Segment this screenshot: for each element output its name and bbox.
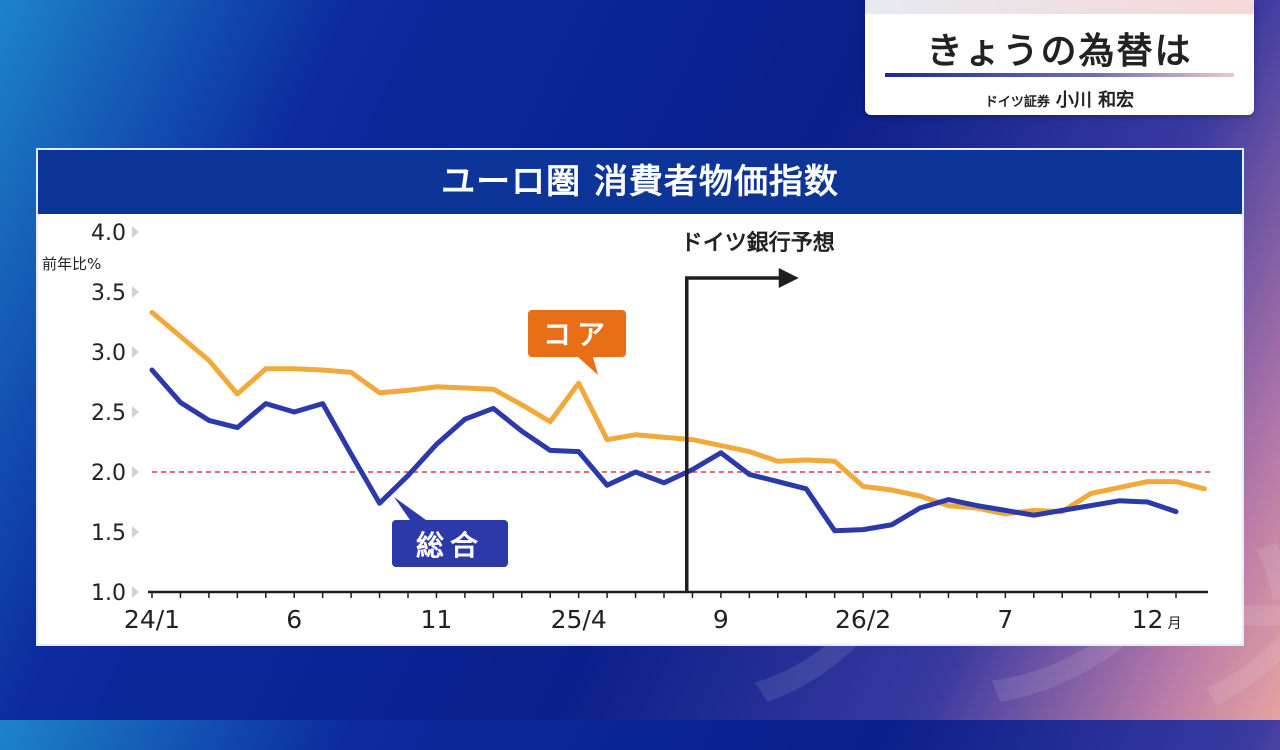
y-tick-marker — [132, 526, 139, 538]
y-tick-marker — [132, 286, 139, 298]
y-tick-marker — [132, 406, 139, 418]
y-tick-marker — [132, 226, 139, 238]
y-tick-label: 4.0 — [91, 221, 126, 246]
line-chart: 1.0 1.5 2.0 2.5 3.0 3.5 4.0 前年比% 24/1 6 11 25/4 9 26/… — [42, 221, 1213, 634]
y-tick-marker — [132, 586, 139, 598]
series-line-core — [149, 309, 1207, 517]
forecast-arrow-head — [778, 268, 799, 288]
x-unit-label: 月 — [1168, 616, 1182, 632]
forecast-start-line — [685, 276, 782, 592]
x-tick-label: 25/4 — [551, 605, 607, 634]
presenter-credit: ドイツ証券 小川 和宏 — [865, 86, 1254, 112]
forecast-label: ドイツ銀行予想 — [681, 230, 835, 256]
program-title: きょうの為替は — [926, 31, 1193, 72]
x-tick-label: 6 — [286, 605, 302, 634]
headline-label-box — [392, 520, 508, 567]
core-label-pointer — [578, 357, 598, 375]
x-tick-label: 9 — [713, 605, 729, 634]
x-tick-label: 11 — [421, 605, 453, 634]
y-tick-label: 2.5 — [91, 401, 126, 426]
y-tick-marker — [132, 466, 139, 478]
y-tick-label: 3.0 — [91, 341, 126, 366]
x-tick-label: 7 — [997, 605, 1013, 634]
y-tick-label: 3.5 — [91, 281, 126, 306]
program-top-bar — [865, 0, 1254, 14]
chart-panel: ユーロ圏 消費者物価指数 1.0 1.5 2.0 2.5 3.0 3.5 4.0 前年比% 24… — [36, 148, 1244, 646]
presenter-org: ドイツ証券 — [984, 95, 1050, 110]
headline-label-pointer — [394, 497, 426, 520]
program-title-rule — [885, 73, 1234, 77]
y-tick-label: 1.5 — [91, 521, 126, 546]
headline-series-label: 総合 — [416, 529, 484, 562]
y-tick-label: 2.0 — [91, 461, 126, 486]
presenter-name: 小川 和宏 — [1055, 90, 1135, 111]
core-series-label: コア — [543, 318, 611, 351]
x-tick-label: 26/2 — [835, 605, 891, 634]
series-line-headline — [149, 367, 1179, 534]
x-tick-label: 12 — [1132, 605, 1164, 634]
chart-title: ユーロ圏 消費者物価指数 — [38, 150, 1242, 214]
x-tick-label: 24/1 — [124, 605, 180, 634]
core-label-box — [528, 310, 626, 357]
y-tick-label: 1.0 — [91, 581, 126, 606]
y-tick-marker — [132, 346, 139, 358]
program-title-box: きょうの為替は ドイツ証券 小川 和宏 — [865, 0, 1254, 115]
y-axis-label: 前年比% — [42, 255, 101, 273]
